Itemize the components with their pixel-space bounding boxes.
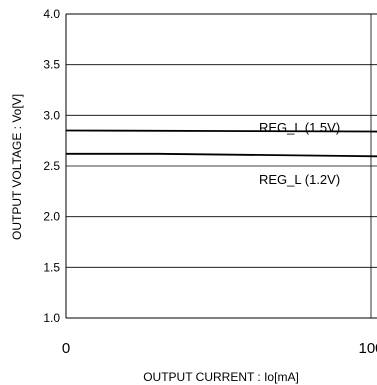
y-tick-label: 2.5 bbox=[43, 159, 60, 173]
y-tick-label: 3.5 bbox=[43, 58, 60, 72]
y-tick-labels: 1.0 1.5 2.0 2.5 3.0 3.5 4.0 bbox=[43, 7, 60, 325]
series-layer bbox=[65, 129, 377, 158]
y-tick-label: 1.5 bbox=[43, 260, 60, 274]
x-tick-labels: 0100200300 bbox=[62, 340, 377, 357]
series-label-reg-l-1-5v: REG_L (1.5V) bbox=[259, 120, 340, 135]
x-tick-label: 100 bbox=[358, 340, 377, 357]
y-tick-label: 2.0 bbox=[43, 210, 60, 224]
plot-frame bbox=[65, 13, 377, 319]
chart-grid bbox=[66, 14, 377, 318]
series-label-reg-l-1-2v: REG_L (1.2V) bbox=[259, 172, 340, 187]
y-tick-label: 3.0 bbox=[43, 108, 60, 122]
x-tick-label: 0 bbox=[62, 340, 70, 357]
y-tick-label: 1.0 bbox=[43, 311, 60, 325]
series-line-0 bbox=[65, 129, 377, 133]
y-axis-title: OUTPUT VOLTAGE : Vo[V] bbox=[10, 94, 24, 240]
series-line-1 bbox=[66, 152, 377, 158]
x-axis-title: OUTPUT CURRENT : Io[mA] bbox=[143, 370, 299, 384]
y-tick-label: 4.0 bbox=[43, 7, 60, 21]
